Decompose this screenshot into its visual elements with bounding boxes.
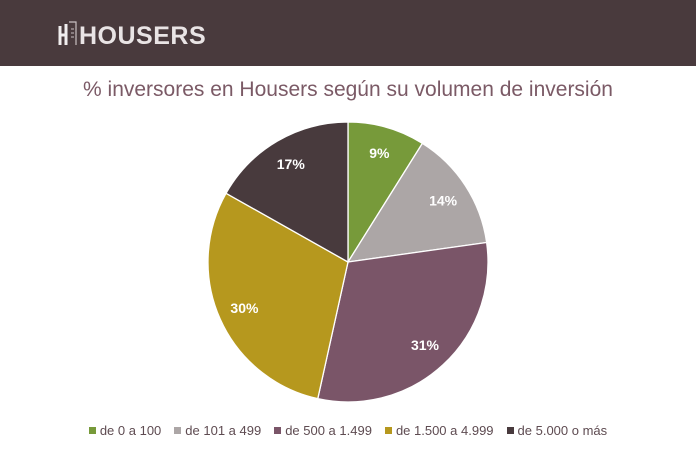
- legend-swatch-1: [88, 427, 96, 434]
- pie-slice-label-2: 14%: [429, 192, 458, 208]
- pie-slice-label-4: 30%: [230, 300, 259, 316]
- legend-item-5: de 5.000 o más: [506, 423, 608, 438]
- pie-slice-label-5: 17%: [277, 156, 306, 172]
- legend-swatch-4: [384, 427, 392, 434]
- legend-item-4: de 1.500 a 4.999: [384, 423, 494, 438]
- logo-text: HOUSERS: [79, 21, 207, 50]
- legend-label-3: de 500 a 1.499: [285, 423, 372, 438]
- chart-title: % inversores en Housers según su volumen…: [83, 78, 613, 101]
- pie-slice-label-3: 31%: [411, 337, 440, 353]
- pie-slice-2: [346, 142, 488, 263]
- building-logo-icon: [56, 20, 78, 48]
- legend-item-2: de 101 a 499: [174, 423, 261, 438]
- legend-swatch-3: [274, 427, 282, 434]
- pie-slice-5: [225, 121, 349, 264]
- legend-item-3: de 500 a 1.499: [274, 423, 372, 438]
- legend-label-2: de 101 a 499: [185, 423, 262, 438]
- legend-label-4: de 1.500 a 4.999: [395, 423, 494, 438]
- legend-swatch-5: [506, 427, 514, 434]
- pie-slice-label-1: 9%: [369, 145, 390, 161]
- legend-label-1: de 0 a 100: [99, 423, 162, 438]
- housers-logo: HOUSERS: [56, 18, 206, 50]
- pie-slice-4: [207, 192, 349, 400]
- legend-label-5: de 5.000 o más: [517, 423, 608, 438]
- chart-legend: de 0 a 100 de 101 a 499 de 500 a 1.499 de 1…: [0, 423, 696, 438]
- pie-slice-3: [316, 241, 489, 403]
- header-bar: HOUSERS: [0, 0, 696, 66]
- legend-swatch-2: [174, 427, 182, 434]
- legend-item-1: de 0 a 100: [88, 423, 162, 438]
